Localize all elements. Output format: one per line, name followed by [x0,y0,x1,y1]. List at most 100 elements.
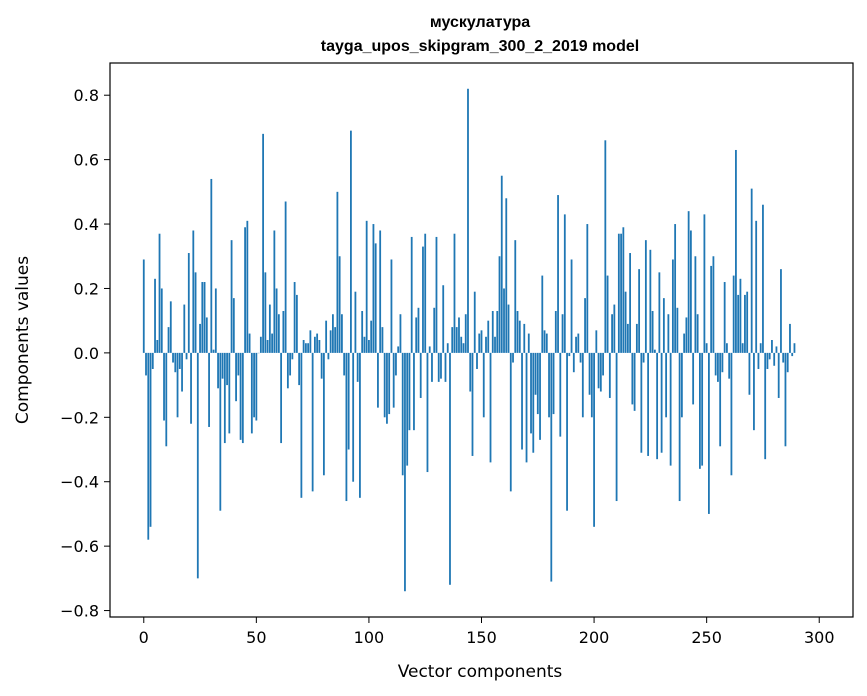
bar [755,220,758,353]
bar [347,352,350,450]
bar [185,352,188,360]
bar [485,336,487,353]
bar [408,352,411,431]
bar [737,294,740,353]
bar [381,327,384,353]
bar [660,352,663,453]
bar [212,349,215,353]
bar [183,304,186,353]
bar [570,259,573,353]
bar [370,320,373,353]
bar [327,352,330,360]
bar [156,340,159,353]
bar [386,352,388,424]
bar [293,282,296,353]
bar [271,333,274,353]
bar [223,352,226,444]
bar [235,352,237,402]
bar [644,240,647,353]
bar [341,314,343,353]
bar [494,336,496,353]
bar [205,317,208,353]
bar [442,285,445,353]
bar [282,311,285,353]
bar [566,352,568,511]
bar [359,352,361,498]
bar [413,352,415,431]
bar [647,352,650,456]
bar [595,330,598,353]
bar [680,352,683,418]
bar [726,343,728,353]
bar [768,352,771,360]
bar [739,278,742,353]
bar [318,340,321,353]
y-tick-label: 0.8 [74,86,99,105]
bar [422,246,424,353]
bar [656,352,659,460]
y-tick-label: −0.6 [60,537,99,556]
bar [322,352,325,476]
bar [219,352,222,511]
bar [759,343,762,353]
bar [451,327,454,353]
bar [404,352,406,592]
x-axis-ticks: 0 50 100 150 200 250 300 [139,617,835,647]
bar [313,336,316,353]
bar [241,352,244,444]
bar [372,224,375,353]
bar [266,340,269,353]
bar [199,323,201,353]
bar [194,272,197,353]
bar [350,130,352,353]
bar [687,211,690,353]
bar [239,352,242,440]
x-tick-label: 300 [804,628,835,647]
bar [545,333,548,353]
bar [363,336,366,353]
bar [640,352,643,453]
bar [757,352,760,369]
bar [383,352,386,418]
bar [518,320,521,353]
bar [741,343,744,353]
bar [309,330,312,353]
bar [187,253,190,353]
bar [590,352,593,418]
bar [192,230,195,353]
bar [426,352,429,473]
bar [633,352,636,411]
bar [311,352,314,492]
bar [163,352,165,421]
bar [149,352,152,527]
bar [489,352,492,463]
bar [248,333,251,353]
bar [744,294,746,353]
bar [291,352,294,360]
bar [692,352,695,405]
bar [289,352,292,376]
bar [786,352,789,373]
bar [771,340,773,353]
bar [784,352,787,447]
bar [480,330,483,353]
bar [568,352,571,357]
bar [575,336,577,353]
bar [444,352,447,382]
bar [415,317,418,353]
bar [491,311,494,353]
bar [401,352,404,476]
bar [683,333,686,353]
bar [196,352,199,579]
bar [228,352,231,434]
bar [717,352,719,382]
bar [699,352,701,469]
bar [431,352,433,382]
bar [669,352,672,466]
bar [599,352,602,392]
bar [602,352,604,376]
bar [552,352,555,415]
bar [440,352,442,379]
bar [469,352,472,392]
